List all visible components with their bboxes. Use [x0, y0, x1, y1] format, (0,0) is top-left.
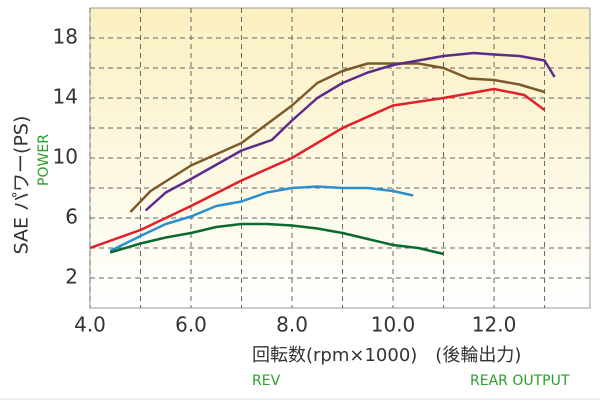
y-tick-label: 18: [53, 25, 78, 49]
x-tick-label: 4.0: [74, 313, 106, 337]
x-tick-label: 10.0: [371, 313, 416, 337]
x-tick-label: 6.0: [175, 313, 207, 337]
y-tick-label: 10: [53, 145, 78, 169]
x-label: 回転数(rpm×1000) (後輪出力): [252, 345, 521, 366]
power-curve: [144, 51, 556, 212]
y-tick-label: 2: [65, 265, 78, 289]
y-label: SAE パワー(PS): [11, 116, 33, 255]
power-curve: [89, 87, 546, 250]
x-label-en: REV: [252, 373, 281, 389]
x-tick-label: 8.0: [276, 313, 308, 337]
power-curve: [109, 185, 414, 253]
y-label-en: POWER: [36, 134, 52, 186]
y-tick-label: 14: [53, 85, 78, 109]
y-tick-label: 6: [65, 205, 78, 229]
x-tick-label: 12.0: [472, 313, 517, 337]
power-curve: [129, 62, 545, 213]
x-label-en2: REAR OUTPUT: [470, 373, 570, 389]
power-curve: [109, 222, 444, 256]
